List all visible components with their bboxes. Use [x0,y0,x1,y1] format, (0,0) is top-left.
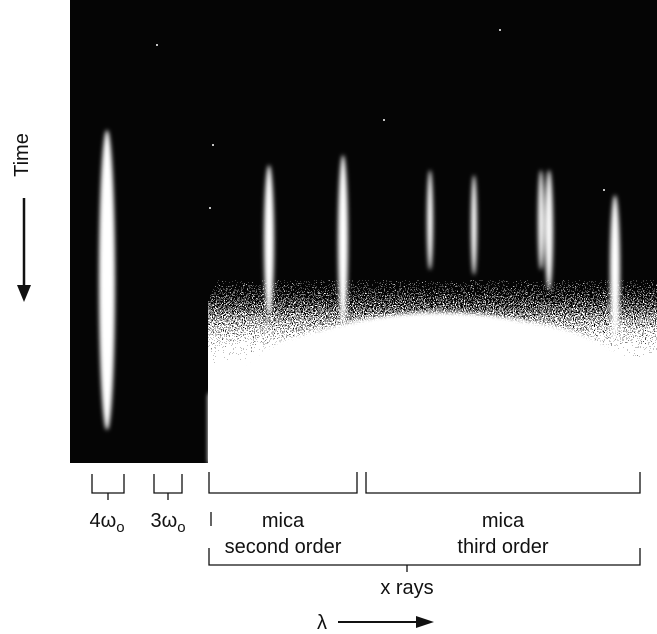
streak-image [70,0,657,463]
label-sub: o [116,519,124,536]
label-main: 4ω [89,510,116,532]
label: third order [457,536,548,558]
time-label: Time [11,133,33,177]
label-3w: 3ωo [150,510,185,536]
label-sub: o [177,519,185,536]
brackets [91,472,641,572]
label: x rays [380,577,433,599]
label: mica [482,510,525,532]
label-main: 3ω [150,510,177,532]
wavelength-axis: λ [317,612,434,634]
time-axis: Time [11,133,33,302]
label: mica [262,510,305,532]
label: second order [225,536,342,558]
label-4w: 4ωo [89,510,124,536]
lambda-label: λ [317,612,327,634]
